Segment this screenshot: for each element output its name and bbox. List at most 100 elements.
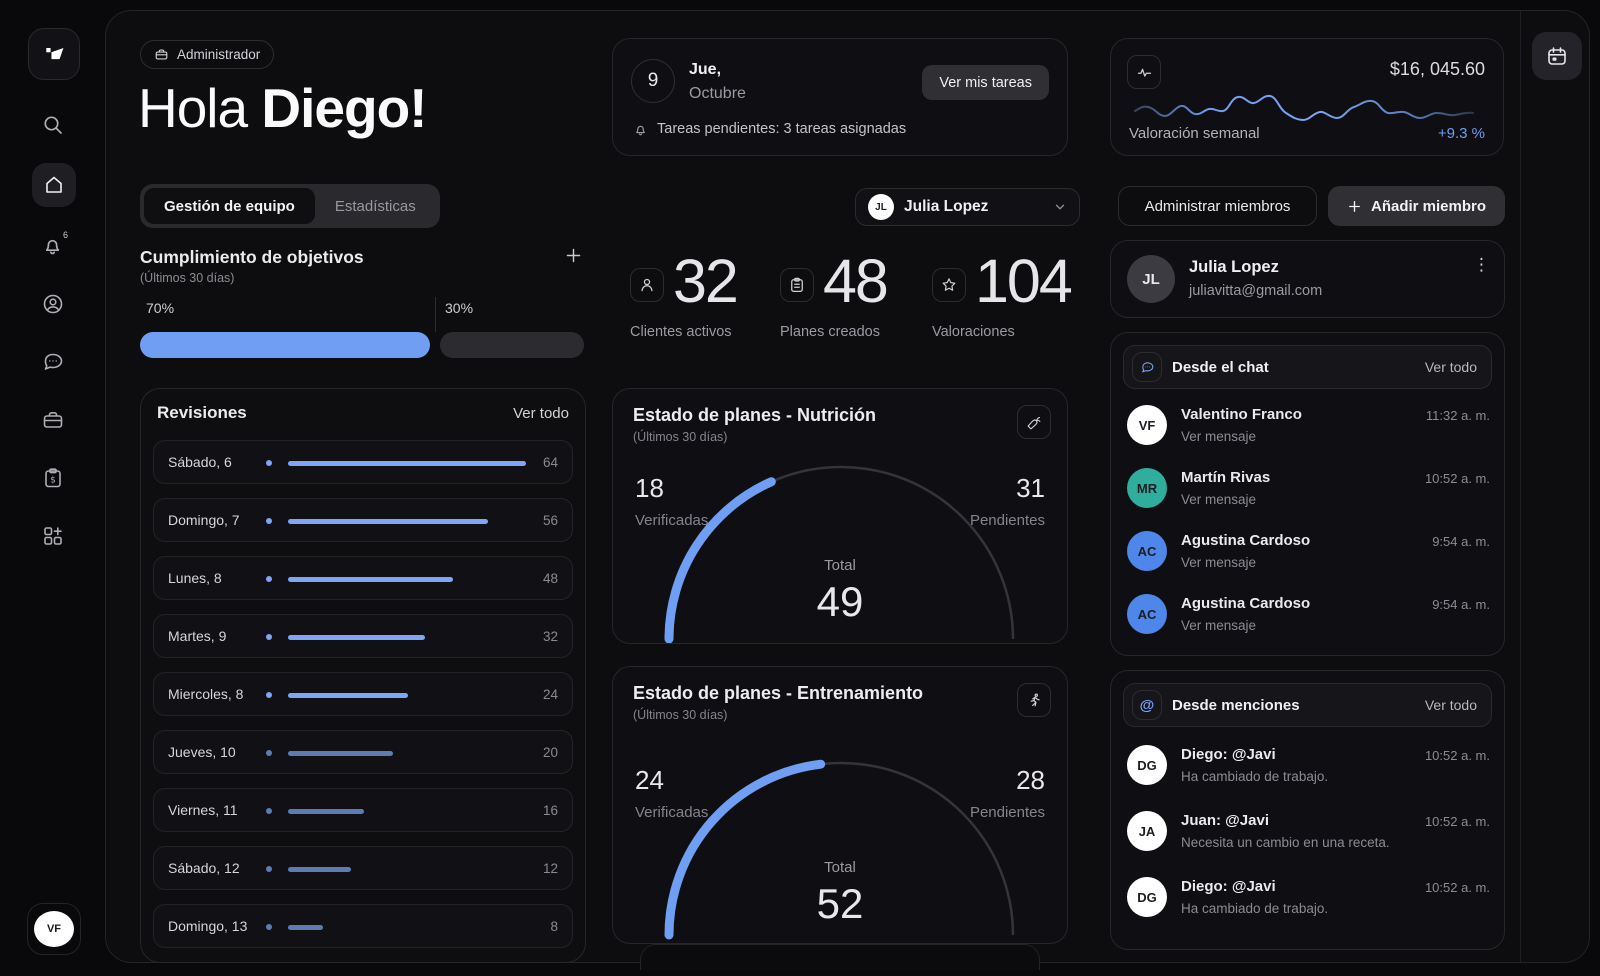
objectives-subtitle: (Últimos 30 días) — [140, 271, 235, 285]
stat-planes-creados: 48 Planes creados — [780, 251, 889, 340]
user-circle-icon[interactable] — [41, 292, 65, 316]
view-message-link[interactable]: Ver mensaje — [1181, 492, 1257, 507]
selected-member-name: Julia Lopez — [904, 198, 989, 215]
chat-message-item[interactable]: VF Valentino Franco Ver mensaje 11:32 a.… — [1111, 401, 1504, 463]
chat-ver-todo-link[interactable]: Ver todo — [1424, 359, 1477, 375]
revision-bar — [288, 750, 393, 756]
greeting-bold: Diego! — [261, 77, 427, 139]
revision-bar — [288, 576, 453, 582]
mention-time: 10:52 a. m. — [1424, 814, 1490, 829]
view-tasks-button[interactable]: Ver mis tareas — [922, 65, 1049, 100]
star-icon — [932, 267, 966, 302]
revision-value: 32 — [542, 628, 558, 644]
revision-row[interactable]: Domingo, 7 56 — [153, 498, 573, 542]
stat-label: Planes creados — [780, 323, 880, 340]
objectives-remaining-bar — [440, 332, 584, 358]
add-member-button[interactable]: Añadir miembro — [1328, 186, 1505, 226]
date-month: Octubre — [689, 85, 746, 102]
brand-logo[interactable] — [28, 28, 80, 80]
revision-row[interactable]: Lunes, 8 48 — [153, 556, 573, 600]
tab-estadisticas[interactable]: Estadísticas — [334, 197, 416, 215]
gauge-total: Total 52 — [613, 859, 1067, 928]
mention-item[interactable]: DG Diego: @Javi Ha cambiado de trabajo. … — [1111, 741, 1504, 803]
view-message-link[interactable]: Ver mensaje — [1181, 429, 1257, 444]
total-label: Total — [824, 859, 856, 876]
nutrition-plans-card: Estado de planes - Nutrición (Últimos 30… — [612, 388, 1068, 644]
message-time: 9:54 a. m. — [1432, 534, 1490, 549]
revision-dot — [266, 808, 272, 814]
mention-text: Necesita un cambio en una receta. — [1181, 835, 1390, 850]
pending-value: 28 — [1016, 765, 1045, 795]
search-icon[interactable] — [41, 113, 65, 137]
calendar-button[interactable] — [1532, 32, 1582, 80]
revision-value: 16 — [542, 802, 558, 818]
revision-bar — [288, 460, 526, 466]
avatar: JA — [1127, 811, 1167, 851]
mention-item[interactable]: DG Diego: @Javi Ha cambiado de trabajo. … — [1111, 873, 1504, 935]
sidebar-item-home[interactable] — [32, 163, 76, 207]
view-message-link[interactable]: Ver mensaje — [1181, 555, 1257, 570]
revision-day: Martes, 9 — [168, 628, 227, 644]
revision-row[interactable]: Domingo, 13 8 — [153, 904, 573, 948]
activity-icon — [1127, 55, 1161, 89]
revision-value: 12 — [542, 860, 558, 876]
revision-day: Domingo, 13 — [168, 918, 248, 934]
revision-row[interactable]: Viernes, 11 16 — [153, 788, 573, 832]
revisiones-ver-todo-link[interactable]: Ver todo — [513, 405, 569, 422]
bell-icon[interactable] — [41, 234, 65, 258]
team-member-selector[interactable]: JL Julia Lopez — [855, 188, 1080, 226]
view-message-link[interactable]: Ver mensaje — [1181, 618, 1257, 633]
mention-time: 10:52 a. m. — [1424, 748, 1490, 763]
revision-value: 20 — [542, 744, 558, 760]
message-time: 10:52 a. m. — [1424, 471, 1490, 486]
avatar: DG — [1127, 745, 1167, 785]
revisiones-title: Revisiones — [157, 403, 247, 422]
tab-gestion-de-equipo[interactable]: Gestión de equipo — [144, 188, 315, 224]
revision-row[interactable]: Martes, 9 32 — [153, 614, 573, 658]
briefcase-icon[interactable] — [41, 408, 65, 432]
avatar: AC — [1127, 531, 1167, 571]
revision-day: Domingo, 7 — [168, 512, 240, 528]
revision-bar — [288, 634, 425, 640]
manage-members-button[interactable]: Administrar miembros — [1118, 186, 1317, 226]
add-objective-icon[interactable] — [564, 246, 583, 265]
revision-dot — [266, 518, 272, 524]
stat-clientes-activos: 32 Clientes activos — [630, 251, 739, 340]
sidebar-user-avatar[interactable]: VF — [27, 903, 81, 955]
clipboard-dollar-icon[interactable]: $ — [41, 466, 65, 490]
chat-message-item[interactable]: MR Martín Rivas Ver mensaje 10:52 a. m. — [1111, 464, 1504, 526]
revision-row[interactable]: Miercoles, 8 24 — [153, 672, 573, 716]
svg-text:$: $ — [50, 476, 56, 486]
chat-message-item[interactable]: AC Agustina Cardoso Ver mensaje 9:54 a. … — [1111, 590, 1504, 652]
plus-icon — [1347, 199, 1362, 214]
message-time: 9:54 a. m. — [1432, 597, 1490, 612]
valuation-card: $16, 045.60 Valoración semanal +9.3 % — [1110, 38, 1504, 156]
revision-bar — [288, 518, 488, 524]
card-subtitle: (Últimos 30 días) — [633, 708, 728, 722]
pending-tasks-text: Tareas pendientes: 3 tareas asignadas — [657, 121, 907, 137]
kebab-menu-icon[interactable]: ⋮ — [1473, 255, 1490, 274]
revision-dot — [266, 866, 272, 872]
revision-row[interactable]: Sábado, 6 64 — [153, 440, 573, 484]
sender-name: Agustina Cardoso — [1181, 532, 1311, 549]
mentions-ver-todo-link[interactable]: Ver todo — [1424, 697, 1477, 713]
sender-name: Martín Rivas — [1181, 469, 1271, 486]
message-time: 11:32 a. m. — [1425, 408, 1490, 423]
chat-bubble-icon[interactable] — [41, 350, 65, 374]
avatar: AC — [1127, 594, 1167, 634]
revision-bar — [288, 808, 364, 814]
total-value: 52 — [816, 880, 864, 927]
total-value: 49 — [816, 578, 864, 625]
training-plans-card: Estado de planes - Entrenamiento (Último… — [612, 666, 1068, 944]
role-badge: Administrador — [140, 40, 275, 69]
grid-add-icon[interactable] — [41, 524, 65, 548]
revision-row[interactable]: Jueves, 10 20 — [153, 730, 573, 774]
total-label: Total — [824, 557, 856, 574]
revision-day: Viernes, 11 — [168, 802, 238, 818]
revision-row[interactable]: Sábado, 12 12 — [153, 846, 573, 890]
chevron-down-icon — [1053, 200, 1067, 214]
mention-item[interactable]: JA Juan: @Javi Necesita un cambio en una… — [1111, 807, 1504, 869]
chat-message-item[interactable]: AC Agustina Cardoso Ver mensaje 9:54 a. … — [1111, 527, 1504, 589]
chat-section-card: Desde el chat Ver todo VF Valentino Fran… — [1110, 332, 1505, 656]
pending-stat: 31 Pendientes — [970, 473, 1045, 529]
